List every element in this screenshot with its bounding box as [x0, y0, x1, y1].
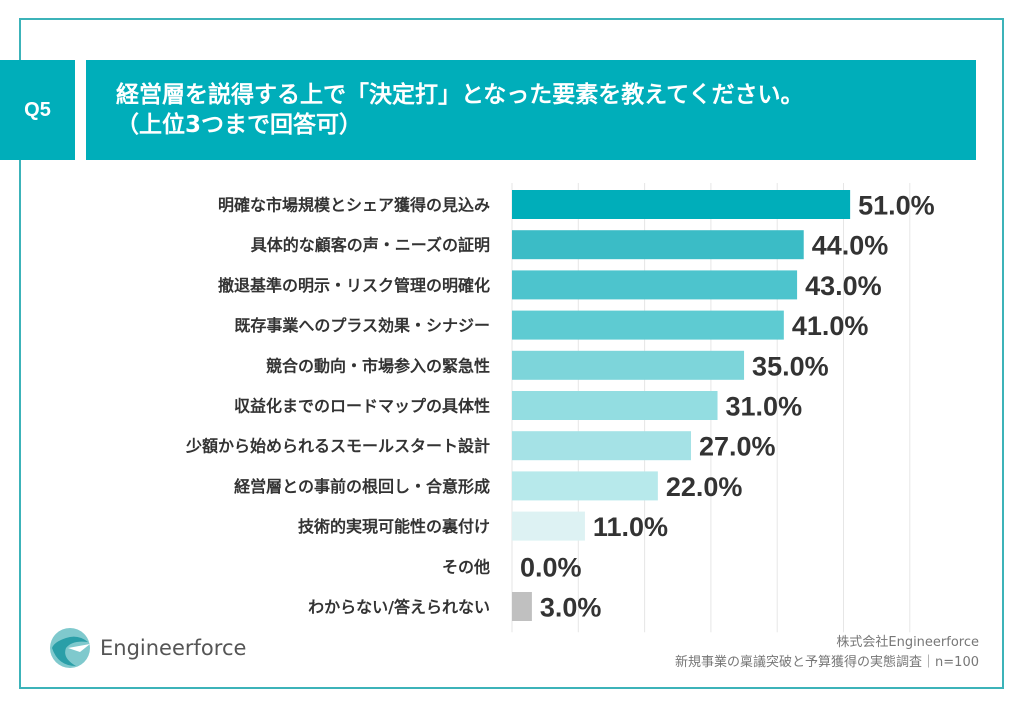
- question-title: 経営層を説得する上で「決定打」となった要素を教えてください。 （上位3つまで回答…: [86, 60, 976, 160]
- category-label: 技術的実現可能性の裏付け: [298, 517, 490, 536]
- bar: [512, 592, 532, 621]
- data-label: 3.0%: [540, 593, 602, 623]
- data-label: 0.0%: [520, 552, 582, 582]
- data-label: 51.0%: [858, 191, 935, 221]
- category-label: 競合の動向・市場参入の緊急性: [266, 356, 490, 375]
- category-label: 収益化までのロードマップの具体性: [234, 397, 490, 416]
- category-label: 明確な市場規模とシェア獲得の見込み: [218, 196, 490, 215]
- category-label: 少額から始められるスモールスタート設計: [185, 437, 490, 456]
- category-label: 経営層との事前の根回し・合意形成: [234, 477, 490, 496]
- logo: Engineerforce: [48, 626, 246, 670]
- data-label: 35.0%: [752, 351, 829, 381]
- data-label: 44.0%: [812, 231, 889, 261]
- bar: [512, 391, 718, 420]
- source-note: 株式会社Engineerforce 新規事業の稟議突破と予算獲得の実態調査｜n=…: [675, 633, 979, 673]
- title-line-1: 経営層を説得する上で「決定打」となった要素を教えてください。: [116, 82, 804, 108]
- category-label: 具体的な顧客の声・ニーズの証明: [251, 236, 490, 255]
- category-label: わからない/答えられない: [308, 598, 490, 617]
- bar: [512, 431, 692, 461]
- category-label: 既存事業へのプラス効果・シナジー: [234, 316, 490, 335]
- bar: [512, 230, 804, 260]
- data-label: 31.0%: [726, 392, 803, 422]
- category-label: その他: [442, 557, 490, 576]
- data-label: 41.0%: [792, 311, 869, 341]
- bar: [512, 511, 585, 541]
- title-line-2: （上位3つまで回答可）: [116, 112, 363, 138]
- engineerforce-logo-icon: [50, 628, 90, 668]
- category-label: 撤退基準の明示・リスク管理の明確化: [218, 276, 490, 295]
- bar: [512, 270, 798, 300]
- bar: [512, 190, 851, 219]
- bar: [512, 471, 658, 501]
- question-number: Q5: [0, 60, 75, 160]
- data-label: 43.0%: [805, 271, 882, 301]
- data-label: 22.0%: [666, 472, 743, 502]
- survey-name: 新規事業の稟議突破と予算獲得の実態調査｜n=100: [675, 655, 979, 670]
- data-label: 11.0%: [593, 512, 668, 542]
- bar: [512, 310, 784, 340]
- data-label: 27.0%: [699, 432, 776, 462]
- bar: [512, 350, 745, 380]
- logo-text: Engineerforce: [100, 636, 247, 660]
- chart-frame: [19, 18, 1004, 689]
- company-name: 株式会社Engineerforce: [836, 635, 979, 650]
